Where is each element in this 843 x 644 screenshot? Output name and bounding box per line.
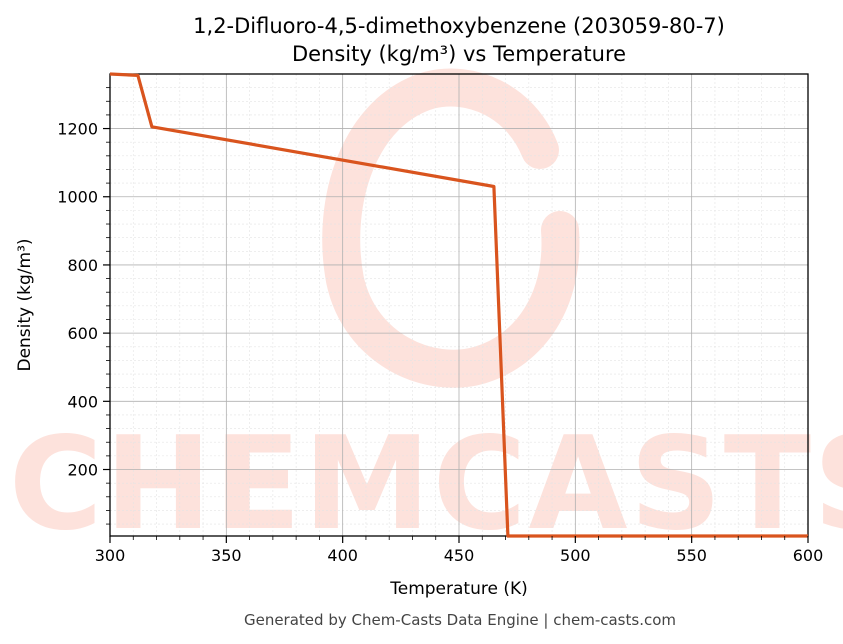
y-tick-label: 800	[67, 256, 98, 275]
x-tick-label: 550	[676, 546, 707, 565]
footer-credit: Generated by Chem-Casts Data Engine | ch…	[244, 611, 676, 629]
watermark: CHEMCASTS	[9, 68, 843, 559]
series-layer	[109, 72, 808, 538]
x-tick-label: 400	[327, 546, 358, 565]
chart-title: 1,2-Difluoro-4,5-dimethoxybenzene (20305…	[193, 14, 725, 38]
x-tick-label: 350	[211, 546, 242, 565]
x-tick-label: 500	[560, 546, 591, 565]
x-axis-label: Temperature (K)	[389, 579, 528, 599]
y-tick-label: 1000	[57, 188, 98, 207]
chart-subtitle: Density (kg/m³) vs Temperature	[292, 42, 626, 66]
watermark-text: CHEMCASTS	[9, 410, 843, 559]
y-tick-label: 600	[67, 324, 98, 343]
series-line	[109, 72, 808, 538]
y-tick-label: 1200	[57, 120, 98, 139]
y-axis-label: Density (kg/m³)	[15, 238, 35, 371]
y-tick-label: 400	[67, 392, 98, 411]
x-tick-label: 300	[95, 546, 126, 565]
axis-ticks: 300 350 400 450 500 550 600 200 400 600 800 1000 120…	[57, 87, 824, 565]
y-tick-label: 200	[67, 461, 98, 480]
watermark-swirl	[322, 68, 580, 388]
x-tick-label: 450	[444, 546, 475, 565]
x-tick-label: 600	[793, 546, 824, 565]
